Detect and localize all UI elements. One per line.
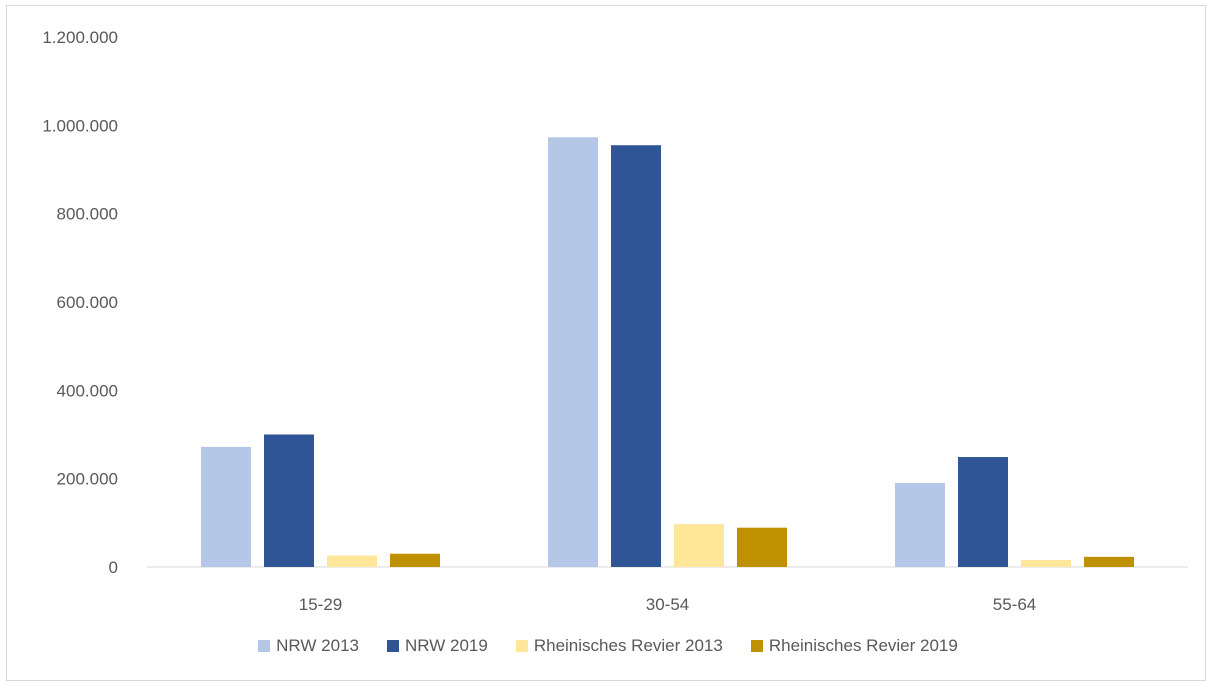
chart-frame	[6, 5, 1206, 681]
bar	[895, 483, 945, 567]
bar	[958, 457, 1008, 567]
y-tick-label: 400.000	[57, 381, 118, 400]
bar-chart: 0 200.000 400.000 600.000 800.000 1.000.000 1.…	[42, 28, 1188, 614]
bar	[264, 434, 314, 567]
legend-item: NRW 2019	[387, 636, 488, 656]
bar	[1021, 559, 1071, 567]
y-tick-label: 800.000	[57, 205, 118, 224]
x-tick-label: 55-64	[993, 595, 1036, 614]
y-tick-label: 1.200.000	[42, 28, 118, 47]
bar	[674, 524, 724, 567]
legend-swatch	[750, 640, 763, 652]
y-tick-label: 0	[109, 558, 118, 577]
bar	[1084, 556, 1134, 567]
legend-item: Rheinisches Revier 2019	[750, 636, 958, 656]
bar	[548, 137, 598, 567]
chart-legend: NRW 2013 NRW 2019 Rheinisches Revier 2013 R…	[0, 636, 1216, 656]
legend-label: Rheinisches Revier 2013	[533, 636, 723, 655]
bar	[611, 145, 661, 568]
legend-label: NRW 2019	[405, 636, 488, 655]
y-tick-label: 1.000.000	[42, 116, 118, 135]
x-tick-label: 15-29	[299, 595, 342, 614]
legend-item: Rheinisches Revier 2013	[515, 636, 723, 656]
bar	[201, 446, 251, 567]
y-tick-label: 200.000	[57, 470, 118, 489]
legend-swatch	[515, 640, 528, 652]
bar	[327, 555, 377, 567]
legend-label: Rheinisches Revier 2019	[768, 636, 958, 655]
legend-swatch	[387, 640, 399, 652]
legend-label: NRW 2013	[276, 636, 359, 655]
x-tick-label: 30-54	[646, 595, 689, 614]
bar	[737, 527, 787, 567]
legend-item: NRW 2013	[258, 636, 359, 656]
y-tick-label: 600.000	[57, 293, 118, 312]
bar	[390, 553, 440, 567]
legend-swatch	[258, 640, 271, 652]
